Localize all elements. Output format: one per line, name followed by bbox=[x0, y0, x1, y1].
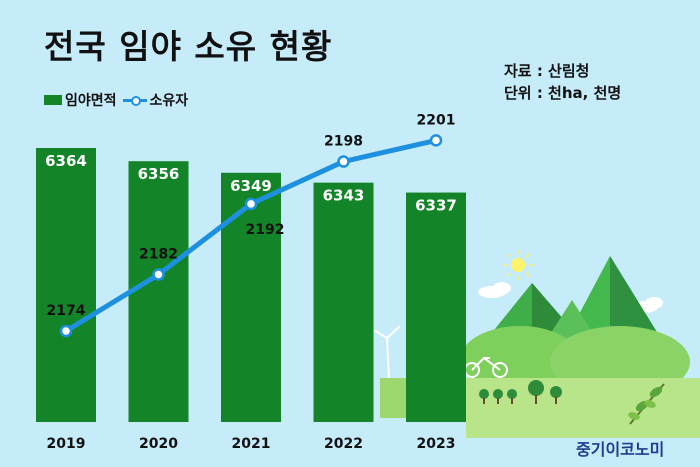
bar-2021 bbox=[221, 172, 281, 422]
publisher-logo: 중기이코노미 bbox=[576, 440, 665, 459]
owners-value-label-2021: 2192 bbox=[246, 222, 285, 238]
legend-line-label: 소유자 bbox=[149, 93, 189, 109]
owners-value-label-2023: 2201 bbox=[417, 112, 456, 128]
owners-value-label-2019: 2174 bbox=[47, 303, 86, 319]
owners-value-label-2020: 2182 bbox=[139, 247, 178, 263]
x-tick-label-2019: 2019 bbox=[47, 436, 86, 452]
source-note: 자료 : 산림청 단위 : 천ha, 천명 bbox=[504, 60, 621, 104]
owners-point-2019 bbox=[59, 324, 73, 338]
bar-2022 bbox=[313, 182, 374, 422]
bar-2020 bbox=[128, 161, 189, 422]
field-ground bbox=[466, 378, 700, 438]
owners-point-2021 bbox=[244, 197, 258, 211]
sun-icon bbox=[511, 258, 525, 272]
hill-shape bbox=[460, 326, 580, 394]
landscape-illustration bbox=[373, 250, 700, 438]
bar-value-label-2020: 6356 bbox=[138, 165, 180, 183]
x-tick-label-2021: 2021 bbox=[232, 436, 271, 452]
wind-turbine-icon bbox=[373, 325, 401, 379]
leaf-branch-icon bbox=[628, 383, 665, 425]
tree-row bbox=[479, 380, 562, 404]
chart-title: 전국 임야 소유 현황 bbox=[44, 27, 333, 66]
bar-value-label-2019: 6364 bbox=[45, 152, 87, 170]
bar-value-label-2022: 6343 bbox=[323, 187, 365, 205]
legend-bar-label: 임야면적 bbox=[65, 93, 117, 109]
x-tick-label-2023: 2023 bbox=[417, 436, 456, 452]
bar-2019 bbox=[36, 148, 96, 422]
legend-line-swatch bbox=[122, 95, 147, 106]
sun-rays bbox=[503, 250, 533, 280]
x-tick-label-2020: 2020 bbox=[139, 436, 178, 452]
unit-line: 단위 : 천ha, 천명 bbox=[504, 84, 622, 102]
legend: 임야면적 소유자 bbox=[44, 90, 188, 110]
x-tick-label-2022: 2022 bbox=[324, 436, 363, 452]
source-line: 자료 : 산림청 bbox=[504, 62, 590, 80]
bar-value-label-2021: 6349 bbox=[230, 177, 272, 195]
legend-bar-swatch bbox=[44, 95, 62, 105]
bicycle-icon bbox=[464, 356, 508, 378]
owners-point-2020 bbox=[152, 268, 165, 281]
bar-2023 bbox=[406, 192, 466, 422]
bar-value-label-2023: 6337 bbox=[415, 197, 457, 215]
owners-point-2022 bbox=[337, 155, 350, 168]
owners-value-label-2022: 2198 bbox=[324, 134, 363, 150]
owners-point-2023 bbox=[429, 134, 443, 147]
